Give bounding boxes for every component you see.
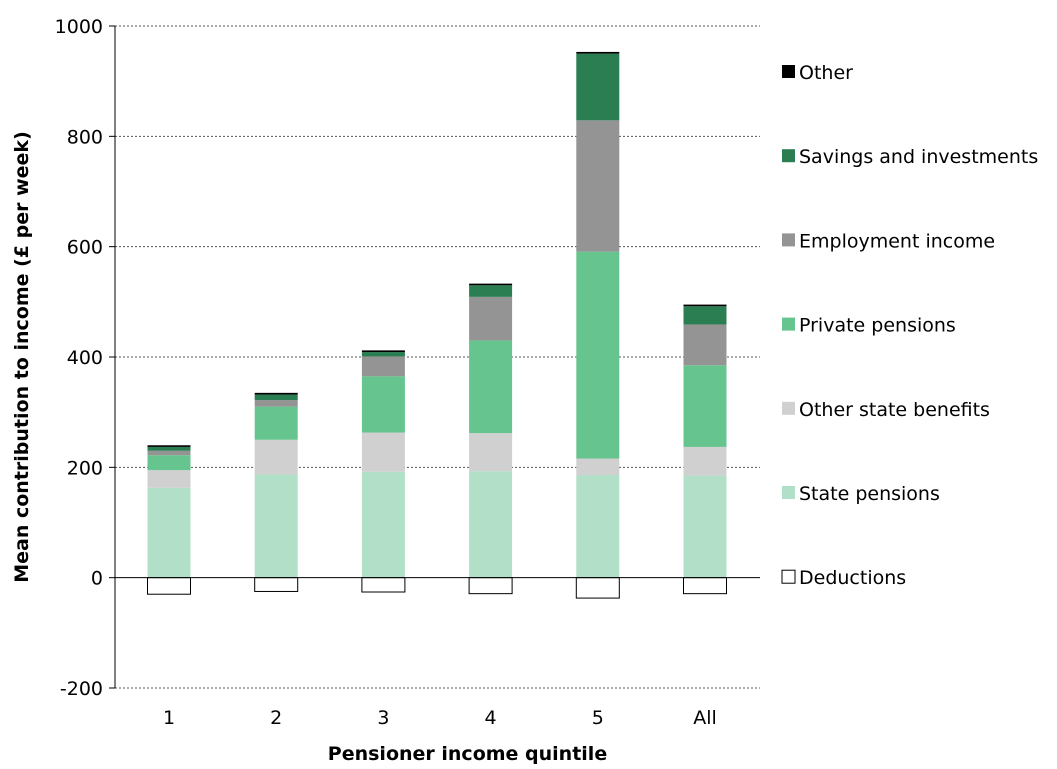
- legend-swatch: [782, 149, 795, 163]
- y-tick-label: 0: [91, 568, 103, 590]
- y-tick-label: 400: [67, 347, 103, 369]
- bar-segment-savings-and-investments: [576, 53, 620, 121]
- gridlines: [115, 25, 760, 689]
- bar-segment-employment-income: [361, 356, 405, 377]
- bar-segment-employment-income: [469, 296, 513, 341]
- bars-group: [147, 51, 727, 599]
- x-tick-label: 2: [270, 707, 282, 729]
- bar-segment-state-pensions: [361, 471, 405, 578]
- y-axis-title: Mean contribution to income (£ per week): [11, 131, 33, 583]
- bar-segment-employment-income: [576, 120, 620, 252]
- bar-segment-deductions: [147, 577, 191, 595]
- y-tick-label: -200: [60, 678, 103, 700]
- bar-segment-other-state-benefits: [683, 446, 727, 476]
- bar-segment-private-pensions: [683, 365, 727, 447]
- bar-segment-state-pensions: [254, 474, 298, 578]
- bar-segment-other: [469, 283, 513, 286]
- legend-label: Employment income: [799, 230, 995, 252]
- bar-segment-deductions: [575, 577, 620, 599]
- bar-segment-other-state-benefits: [469, 433, 513, 472]
- bar-segment-other-state-benefits: [147, 470, 191, 488]
- x-tick-label: 1: [163, 707, 175, 729]
- bar-segment-state-pensions: [469, 471, 513, 578]
- x-axis-title: Pensioner income quintile: [328, 743, 607, 765]
- legend-label: State pensions: [799, 483, 940, 505]
- x-tick-label: 4: [485, 707, 497, 729]
- x-tick-label: All: [693, 707, 717, 729]
- legend: Other Savings and investments Employment i…: [781, 62, 1038, 589]
- legend-label: Private pensions: [799, 315, 956, 337]
- bar-segment-deductions: [254, 577, 299, 592]
- bar-segment-other-state-benefits: [361, 432, 405, 472]
- bar-segment-employment-income: [683, 324, 727, 366]
- legend-swatch: [782, 486, 795, 499]
- bar-segment-deductions: [468, 577, 513, 595]
- bar-segment-savings-and-investments: [254, 394, 298, 401]
- y-tick-label: 800: [67, 126, 103, 148]
- bar-segment-private-pensions: [469, 340, 513, 434]
- bar-segment-state-pensions: [683, 475, 727, 578]
- legend-label: Deductions: [799, 567, 906, 589]
- bar-segment-savings-and-investments: [147, 446, 191, 451]
- y-tick-label: 200: [67, 457, 103, 479]
- bar-segment-private-pensions: [576, 251, 620, 459]
- bar-segment-other: [683, 304, 727, 307]
- bar-segment-state-pensions: [147, 487, 191, 578]
- x-tick-labels: 1 2 3 4 5 All: [163, 707, 717, 729]
- bar-segment-other-state-benefits: [576, 458, 620, 476]
- bar-segment-other: [147, 445, 191, 447]
- y-tick-labels: -200 0 200 400 600 800 1000: [55, 16, 115, 700]
- bar-segment-employment-income: [254, 400, 298, 407]
- bar-segment-savings-and-investments: [683, 306, 727, 325]
- bar-segment-private-pensions: [361, 376, 405, 433]
- bar-segment-private-pensions: [254, 406, 298, 440]
- bar-segment-other: [254, 392, 298, 395]
- bar-segment-savings-and-investments: [361, 352, 405, 357]
- legend-swatch: [781, 569, 796, 584]
- legend-swatch: [782, 401, 795, 415]
- bar-segment-state-pensions: [576, 475, 620, 578]
- bar-segment-employment-income: [147, 450, 191, 456]
- bar-segment-deductions: [683, 577, 727, 595]
- legend-label: Other state benefits: [799, 399, 990, 421]
- bar-segment-private-pensions: [147, 455, 191, 471]
- x-tick-label: 5: [592, 707, 604, 729]
- legend-label: Other: [799, 62, 853, 84]
- bar-segment-other: [361, 350, 405, 353]
- y-tick-label: 600: [67, 237, 103, 259]
- y-tick-label: 1000: [55, 16, 103, 38]
- bar-segment-savings-and-investments: [469, 285, 513, 297]
- bar-segment-other-state-benefits: [254, 439, 298, 475]
- legend-label: Savings and investments: [799, 146, 1038, 168]
- legend-swatch: [782, 233, 795, 247]
- x-tick-label: 3: [377, 707, 389, 729]
- bar-segment-other: [576, 51, 620, 54]
- legend-swatch: [782, 65, 795, 78]
- legend-swatch: [782, 317, 795, 331]
- bar-segment-deductions: [361, 577, 406, 593]
